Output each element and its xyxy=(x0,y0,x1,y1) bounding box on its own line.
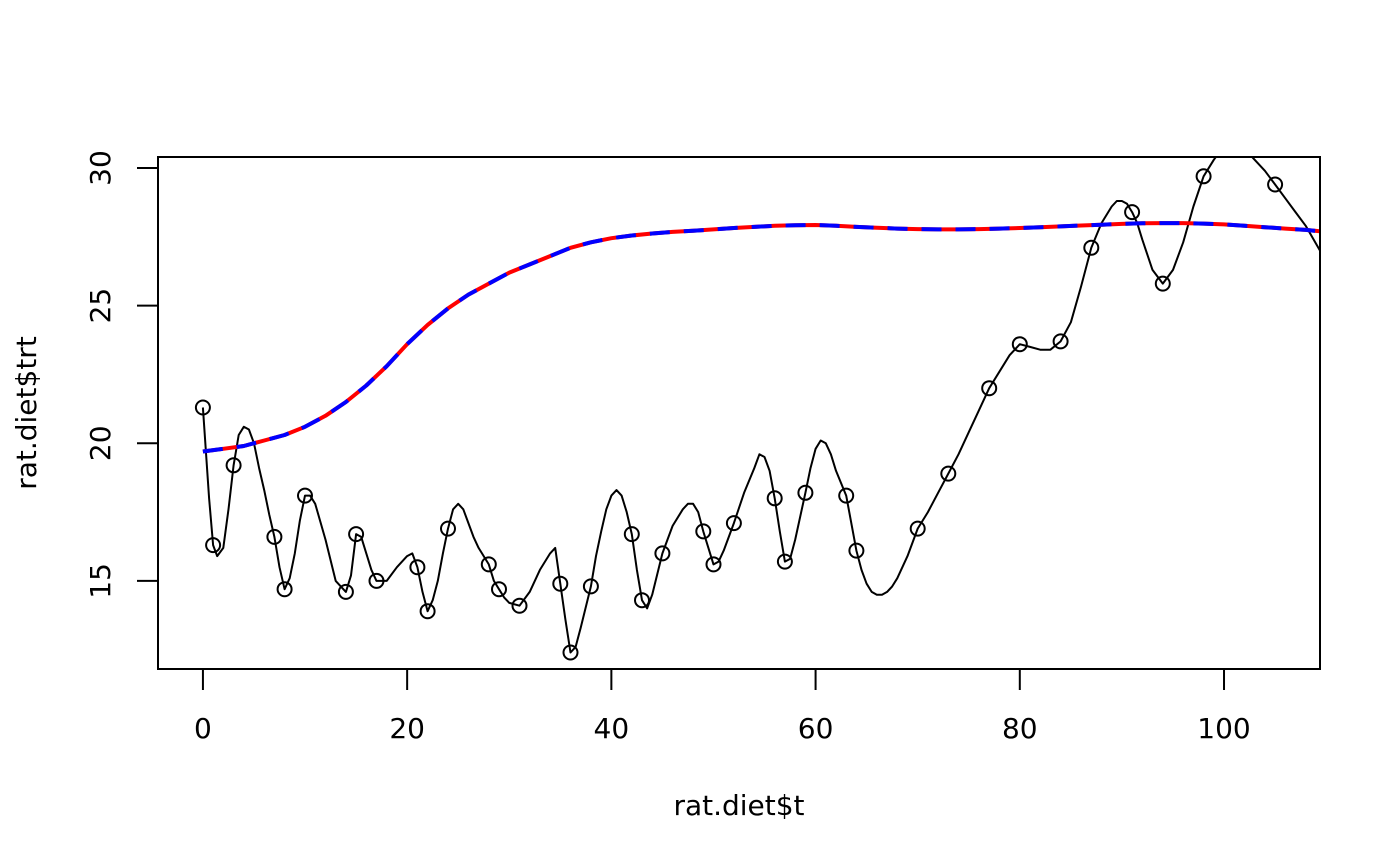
data-point xyxy=(1195,168,1212,185)
data-point xyxy=(409,559,426,576)
data-point xyxy=(654,545,671,562)
y-tick-label: 15 xyxy=(84,563,117,599)
data-point xyxy=(440,520,456,537)
data-point xyxy=(1154,275,1171,292)
data-point xyxy=(225,457,242,474)
x-axis: 0 20 40 60 80 100 xyxy=(194,668,1251,745)
data-point xyxy=(1124,204,1141,221)
data-point xyxy=(205,537,222,554)
data-point xyxy=(194,399,211,416)
data-point xyxy=(766,490,783,507)
data-point xyxy=(337,583,354,600)
y-axis-label: rat.diet$trt xyxy=(10,336,43,490)
y-tick-label: 30 xyxy=(84,150,117,186)
x-tick-label: 0 xyxy=(194,712,212,745)
data-point xyxy=(1011,336,1028,353)
data-point xyxy=(695,523,712,540)
x-tick-label: 40 xyxy=(594,712,630,745)
data-point xyxy=(1083,239,1100,256)
data-point xyxy=(562,644,579,661)
data-point xyxy=(552,575,569,592)
data-point xyxy=(909,520,926,537)
x-tick-label: 80 xyxy=(1002,712,1038,745)
data-point xyxy=(1052,333,1069,350)
data-point xyxy=(725,515,742,532)
x-tick-label: 60 xyxy=(798,712,834,745)
y-tick-label: 20 xyxy=(84,425,117,461)
series-line-1 xyxy=(202,221,1320,454)
data-point xyxy=(480,556,497,573)
data-point xyxy=(297,487,313,504)
data-point xyxy=(797,484,814,501)
data-point xyxy=(634,592,650,609)
data-point xyxy=(623,526,640,543)
data-point xyxy=(266,528,283,545)
data-point xyxy=(838,487,855,504)
data-point xyxy=(940,465,957,482)
x-tick-label: 100 xyxy=(1197,712,1250,745)
data-point xyxy=(776,553,793,570)
data-point xyxy=(582,578,599,595)
points-layer xyxy=(194,168,1284,661)
series-layer xyxy=(201,157,1320,654)
x-axis-label: rat.diet$t xyxy=(673,789,804,822)
data-point xyxy=(511,597,528,614)
y-tick-label: 25 xyxy=(84,288,117,324)
data-point xyxy=(348,526,365,543)
y-axis: 15 20 25 30 xyxy=(84,150,159,599)
series-line-0 xyxy=(201,157,1320,654)
data-point xyxy=(368,572,385,589)
data-point xyxy=(419,603,436,620)
data-point xyxy=(276,581,293,598)
data-point xyxy=(491,581,507,598)
data-point xyxy=(848,542,865,559)
data-point xyxy=(705,556,722,573)
x-tick-label: 20 xyxy=(389,712,425,745)
series-line-2 xyxy=(202,221,1320,454)
data-point xyxy=(1267,176,1284,193)
data-point xyxy=(981,380,998,397)
